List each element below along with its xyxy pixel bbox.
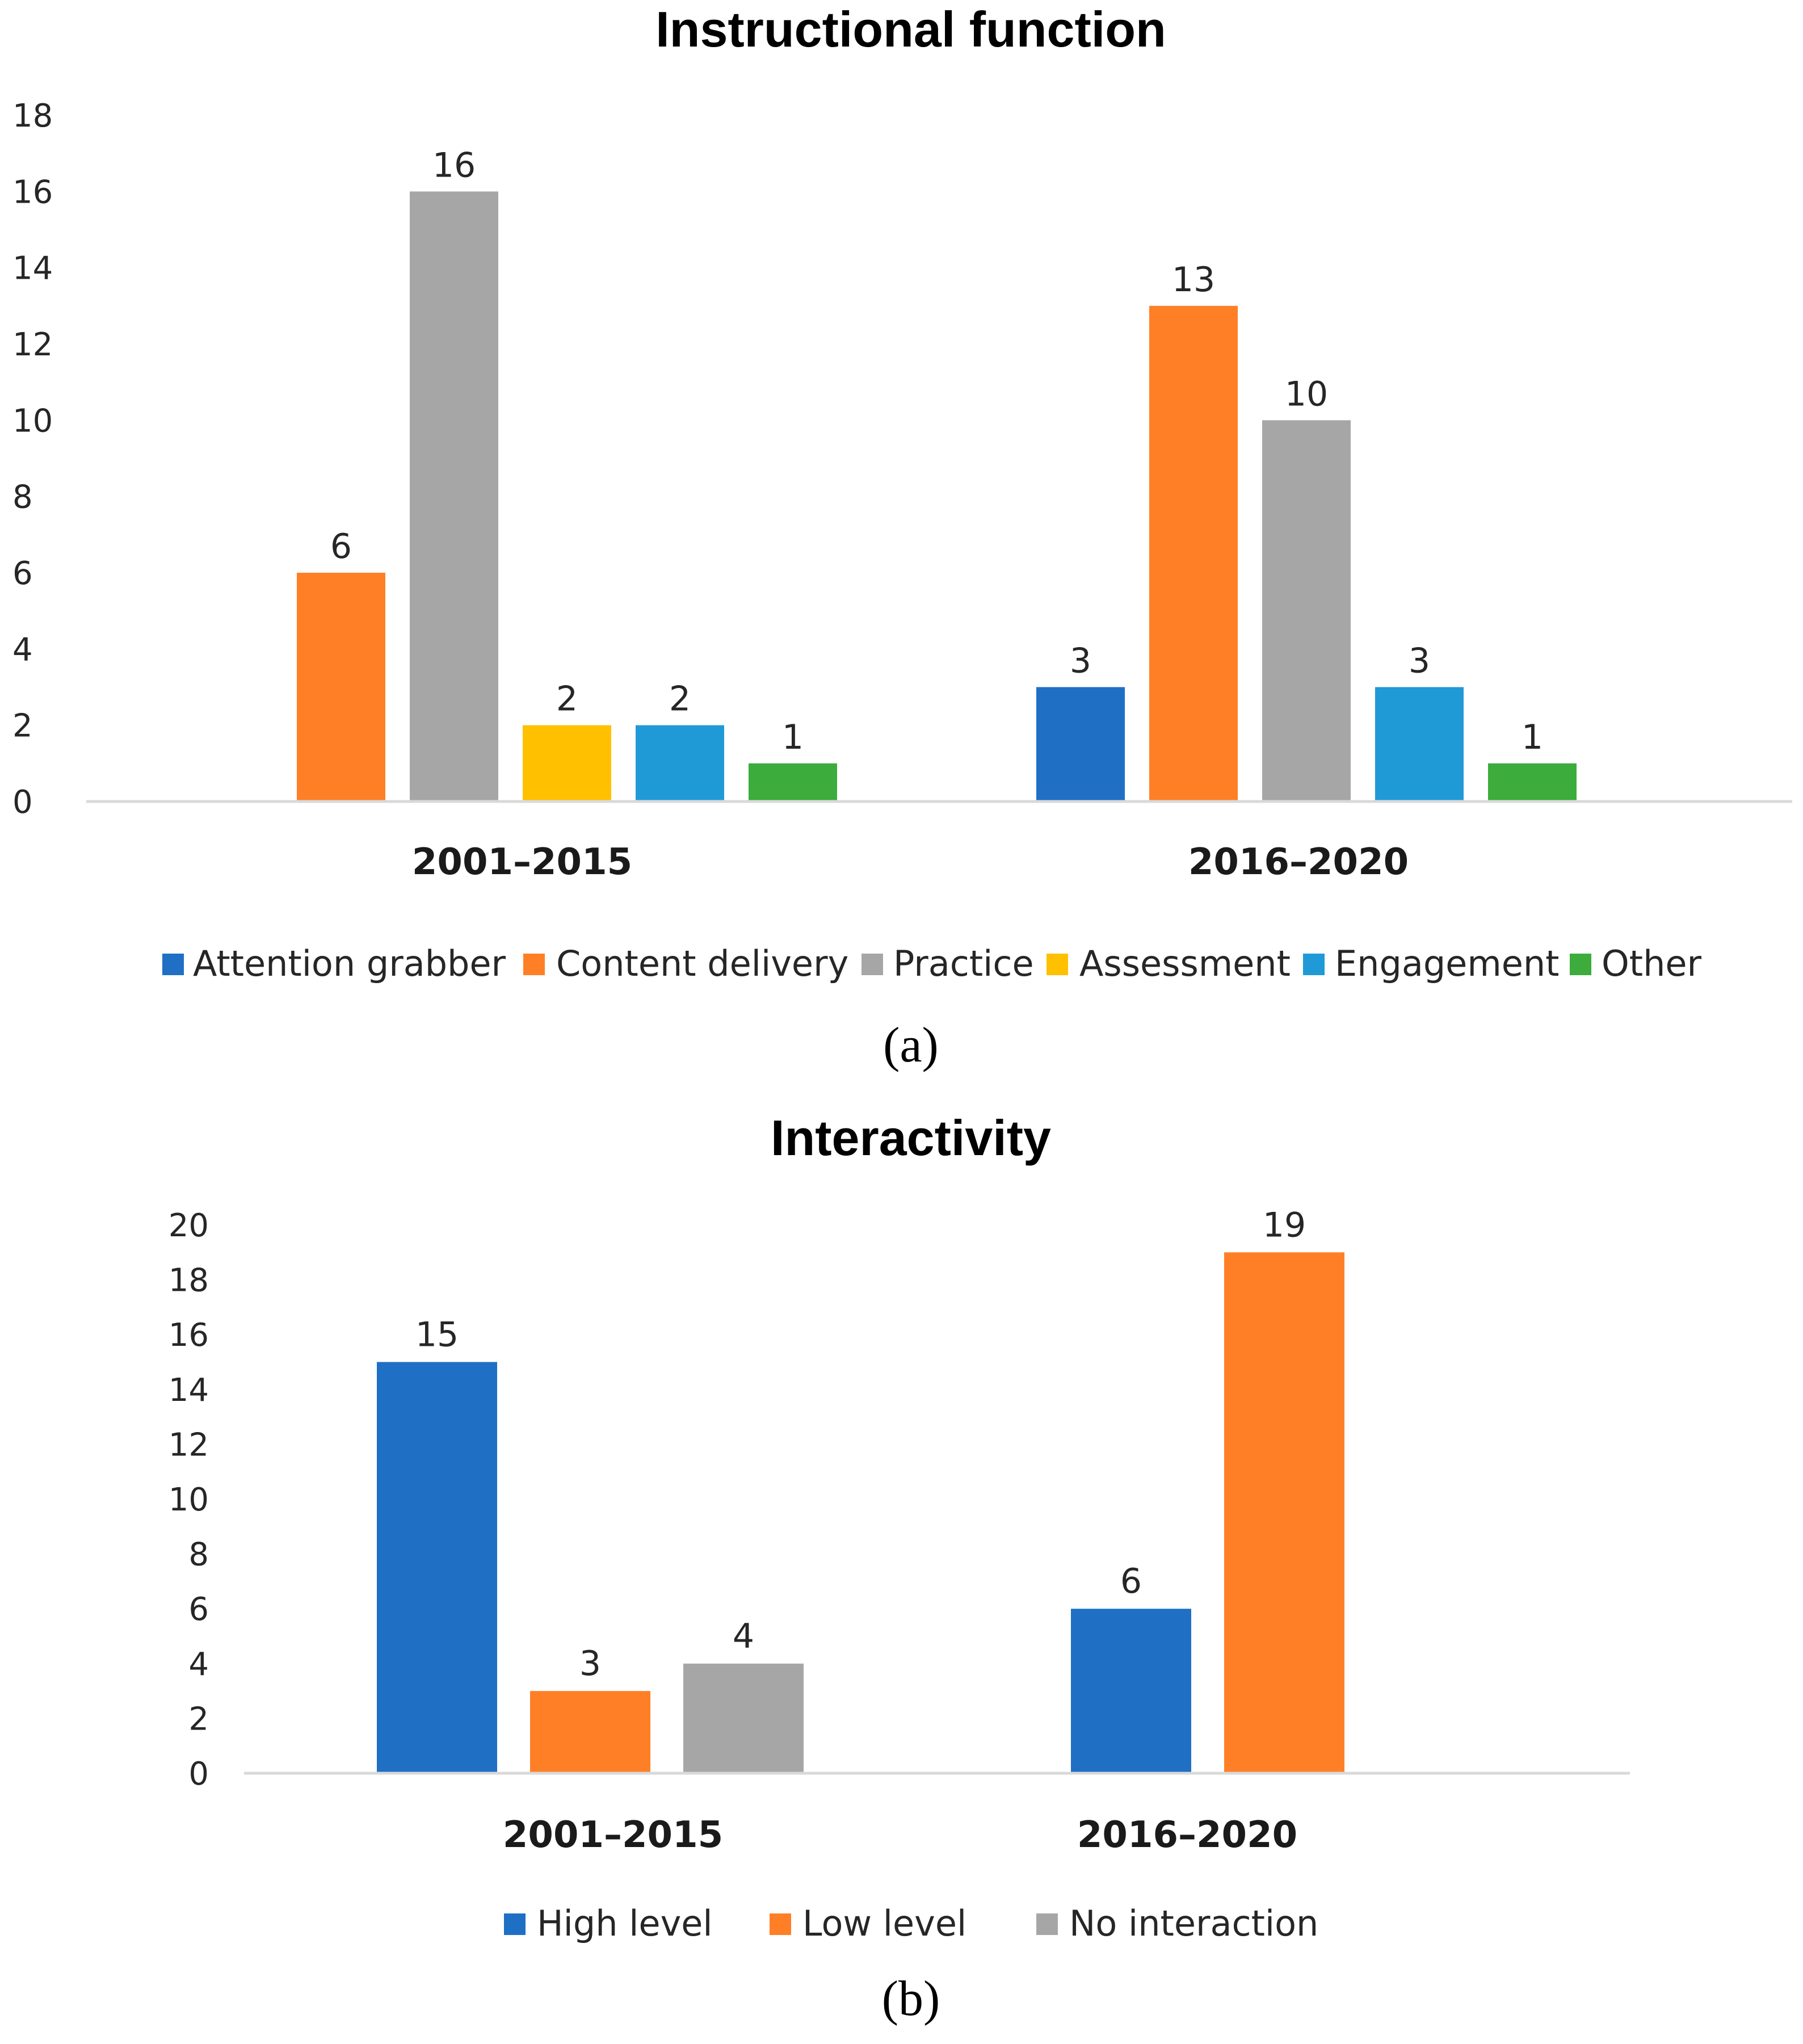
chart-a-y-tick: 8 bbox=[12, 479, 33, 516]
data-label-content-delivery-2001-2015: 6 bbox=[330, 527, 352, 566]
legend-item-other: Other bbox=[1570, 943, 1702, 984]
chart-b-y-tick: 6 bbox=[188, 1591, 209, 1628]
chart-b-category-label: 2001–2015 bbox=[503, 1814, 723, 1856]
bar-no-interaction-2001-2015 bbox=[683, 1663, 804, 1773]
chart-b-y-tick: 14 bbox=[169, 1372, 209, 1409]
bar-content-delivery-2001-2015 bbox=[297, 573, 385, 801]
legend-item-high-level: High level bbox=[504, 1903, 713, 1944]
bar-attention-grabber-2016-2020 bbox=[1036, 687, 1125, 801]
chart-b-y-tick: 10 bbox=[169, 1481, 209, 1518]
legend-swatch bbox=[162, 954, 184, 975]
bar-other-2016-2020 bbox=[1488, 763, 1577, 801]
bar-engagement-2001-2015 bbox=[636, 725, 724, 801]
legend-item-practice: Practice bbox=[861, 943, 1034, 984]
data-label-practice-2001-2015: 16 bbox=[432, 145, 476, 185]
chart-a-y-tick: 10 bbox=[12, 402, 53, 439]
legend-item-assessment: Assessment bbox=[1047, 943, 1291, 984]
legend-item-low-level: Low level bbox=[770, 1903, 966, 1944]
data-label-other-2016-2020: 1 bbox=[1522, 717, 1543, 757]
bar-high-level-2016-2020 bbox=[1071, 1609, 1191, 1773]
chart-a-category-label: 2016–2020 bbox=[1188, 841, 1409, 883]
legend-label: Content delivery bbox=[556, 943, 848, 984]
data-label-high-level-2001-2015: 15 bbox=[415, 1315, 459, 1355]
chart-b-caption: (b) bbox=[882, 1971, 940, 2026]
chart-b-y-tick: 20 bbox=[169, 1207, 209, 1244]
chart-a-y-tick: 0 bbox=[12, 784, 33, 821]
data-label-high-level-2016-2020: 6 bbox=[1120, 1562, 1142, 1601]
chart-a-caption: (a) bbox=[883, 1018, 939, 1073]
chart-a-bars bbox=[297, 191, 1577, 801]
chart-a-y-tick: 14 bbox=[12, 250, 53, 287]
legend-label: Attention grabber bbox=[193, 943, 506, 984]
data-label-engagement-2001-2015: 2 bbox=[669, 679, 691, 719]
chart-b-bars bbox=[377, 1252, 1344, 1773]
legend-label: Practice bbox=[893, 943, 1034, 984]
legend-label: Low level bbox=[802, 1903, 966, 1944]
legend-swatch bbox=[770, 1913, 791, 1935]
chart-a-y-axis: 0 2 4 6 8 10 12 14 16 18 bbox=[12, 98, 53, 821]
legend-swatch bbox=[1047, 954, 1068, 975]
chart-a-title: Instructional function bbox=[655, 1, 1166, 57]
bar-low-level-2016-2020 bbox=[1224, 1252, 1344, 1773]
bar-engagement-2016-2020 bbox=[1375, 687, 1464, 801]
chart-a-category-label: 2001–2015 bbox=[412, 841, 632, 883]
legend-item-content-delivery: Content delivery bbox=[523, 943, 848, 984]
bar-low-level-2001-2015 bbox=[530, 1691, 650, 1773]
chart-b-y-tick: 12 bbox=[169, 1426, 209, 1463]
data-label-low-level-2001-2015: 3 bbox=[579, 1644, 601, 1684]
chart-instructional-function: Instructional function 0 2 4 6 8 10 12 1… bbox=[12, 1, 1792, 1073]
chart-a-y-tick: 16 bbox=[12, 174, 53, 211]
legend-swatch bbox=[861, 954, 883, 975]
data-label-assessment-2001-2015: 2 bbox=[556, 679, 578, 719]
legend-swatch bbox=[504, 1913, 526, 1935]
data-label-low-level-2016-2020: 19 bbox=[1263, 1205, 1306, 1245]
bar-content-delivery-2016-2020 bbox=[1149, 305, 1238, 801]
legend-swatch bbox=[1570, 954, 1591, 975]
data-label-no-interaction-2001-2015: 4 bbox=[733, 1617, 754, 1656]
legend-swatch bbox=[523, 954, 545, 975]
chart-a-y-tick: 2 bbox=[12, 708, 33, 745]
legend-label: Engagement bbox=[1335, 943, 1559, 984]
chart-a-legend: Attention grabber Content delivery Pract… bbox=[162, 943, 1702, 984]
chart-b-y-tick: 2 bbox=[188, 1701, 209, 1737]
legend-label: Assessment bbox=[1079, 943, 1291, 984]
chart-b-legend: High level Low level No interaction bbox=[504, 1903, 1318, 1944]
legend-label: High level bbox=[537, 1903, 713, 1944]
legend-label: Other bbox=[1602, 943, 1702, 984]
legend-swatch bbox=[1036, 1913, 1058, 1935]
chart-b-y-tick: 8 bbox=[188, 1537, 209, 1573]
chart-b-title: Interactivity bbox=[771, 1110, 1051, 1166]
chart-b-y-tick: 16 bbox=[169, 1317, 209, 1354]
data-label-attention-grabber-2016-2020: 3 bbox=[1070, 641, 1091, 681]
chart-b-y-tick: 4 bbox=[188, 1646, 209, 1683]
chart-b-category-label: 2016–2020 bbox=[1077, 1814, 1297, 1856]
chart-a-y-tick: 4 bbox=[12, 631, 33, 668]
chart-interactivity: Interactivity 0 2 4 6 8 10 12 14 16 18 2… bbox=[169, 1110, 1630, 2026]
bar-practice-2001-2015 bbox=[410, 191, 498, 801]
bar-assessment-2001-2015 bbox=[523, 725, 611, 801]
bar-high-level-2001-2015 bbox=[377, 1362, 497, 1773]
data-label-other-2001-2015: 1 bbox=[782, 717, 804, 757]
chart-a-y-tick: 6 bbox=[12, 555, 33, 592]
legend-item-engagement: Engagement bbox=[1303, 943, 1559, 984]
chart-b-data-labels: 15 3 4 6 19 bbox=[415, 1205, 1306, 1684]
chart-b-y-tick: 18 bbox=[169, 1262, 209, 1299]
legend-item-attention-grabber: Attention grabber bbox=[162, 943, 506, 984]
bar-practice-2016-2020 bbox=[1262, 420, 1351, 801]
legend-label: No interaction bbox=[1069, 1903, 1318, 1944]
chart-a-y-tick: 18 bbox=[12, 98, 53, 135]
data-label-practice-2016-2020: 10 bbox=[1285, 374, 1328, 414]
chart-b-y-axis: 0 2 4 6 8 10 12 14 16 18 20 bbox=[169, 1207, 209, 1793]
data-label-engagement-2016-2020: 3 bbox=[1409, 641, 1430, 681]
chart-b-y-tick: 0 bbox=[188, 1756, 209, 1793]
chart-a-y-tick: 12 bbox=[12, 326, 53, 363]
data-label-content-delivery-2016-2020: 13 bbox=[1172, 260, 1215, 300]
legend-item-no-interaction: No interaction bbox=[1036, 1903, 1318, 1944]
legend-swatch bbox=[1303, 954, 1325, 975]
bar-other-2001-2015 bbox=[749, 763, 837, 801]
